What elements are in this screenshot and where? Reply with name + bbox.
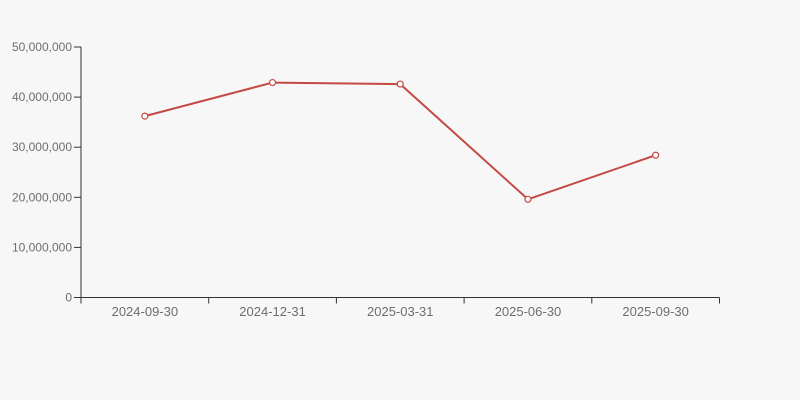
y-axis-tick-label: 20,000,000 [12, 190, 72, 204]
series-line [143, 81, 657, 201]
x-axis-tick-label: 2024-12-31 [239, 304, 306, 319]
x-axis-tick-label: 2024-09-30 [112, 304, 179, 319]
x-axis-tick-label: 2025-03-31 [367, 304, 434, 319]
data-point-marker[interactable] [396, 80, 404, 88]
data-point-marker[interactable] [141, 112, 149, 120]
y-axis-tick-label: 10,000,000 [12, 240, 72, 254]
x-axis-tick-label: 2025-09-30 [622, 304, 689, 319]
y-axis-tick-label: 30,000,000 [12, 140, 72, 154]
data-point-marker[interactable] [652, 151, 660, 159]
data-point-marker[interactable] [524, 195, 532, 203]
y-axis-tick-label: 0 [65, 291, 72, 305]
y-axis-tick-label: 40,000,000 [12, 90, 72, 104]
x-axis-tick-label: 2025-06-30 [495, 304, 562, 319]
y-axis-tick-label: 50,000,000 [12, 40, 72, 54]
data-point-marker[interactable] [268, 78, 277, 87]
